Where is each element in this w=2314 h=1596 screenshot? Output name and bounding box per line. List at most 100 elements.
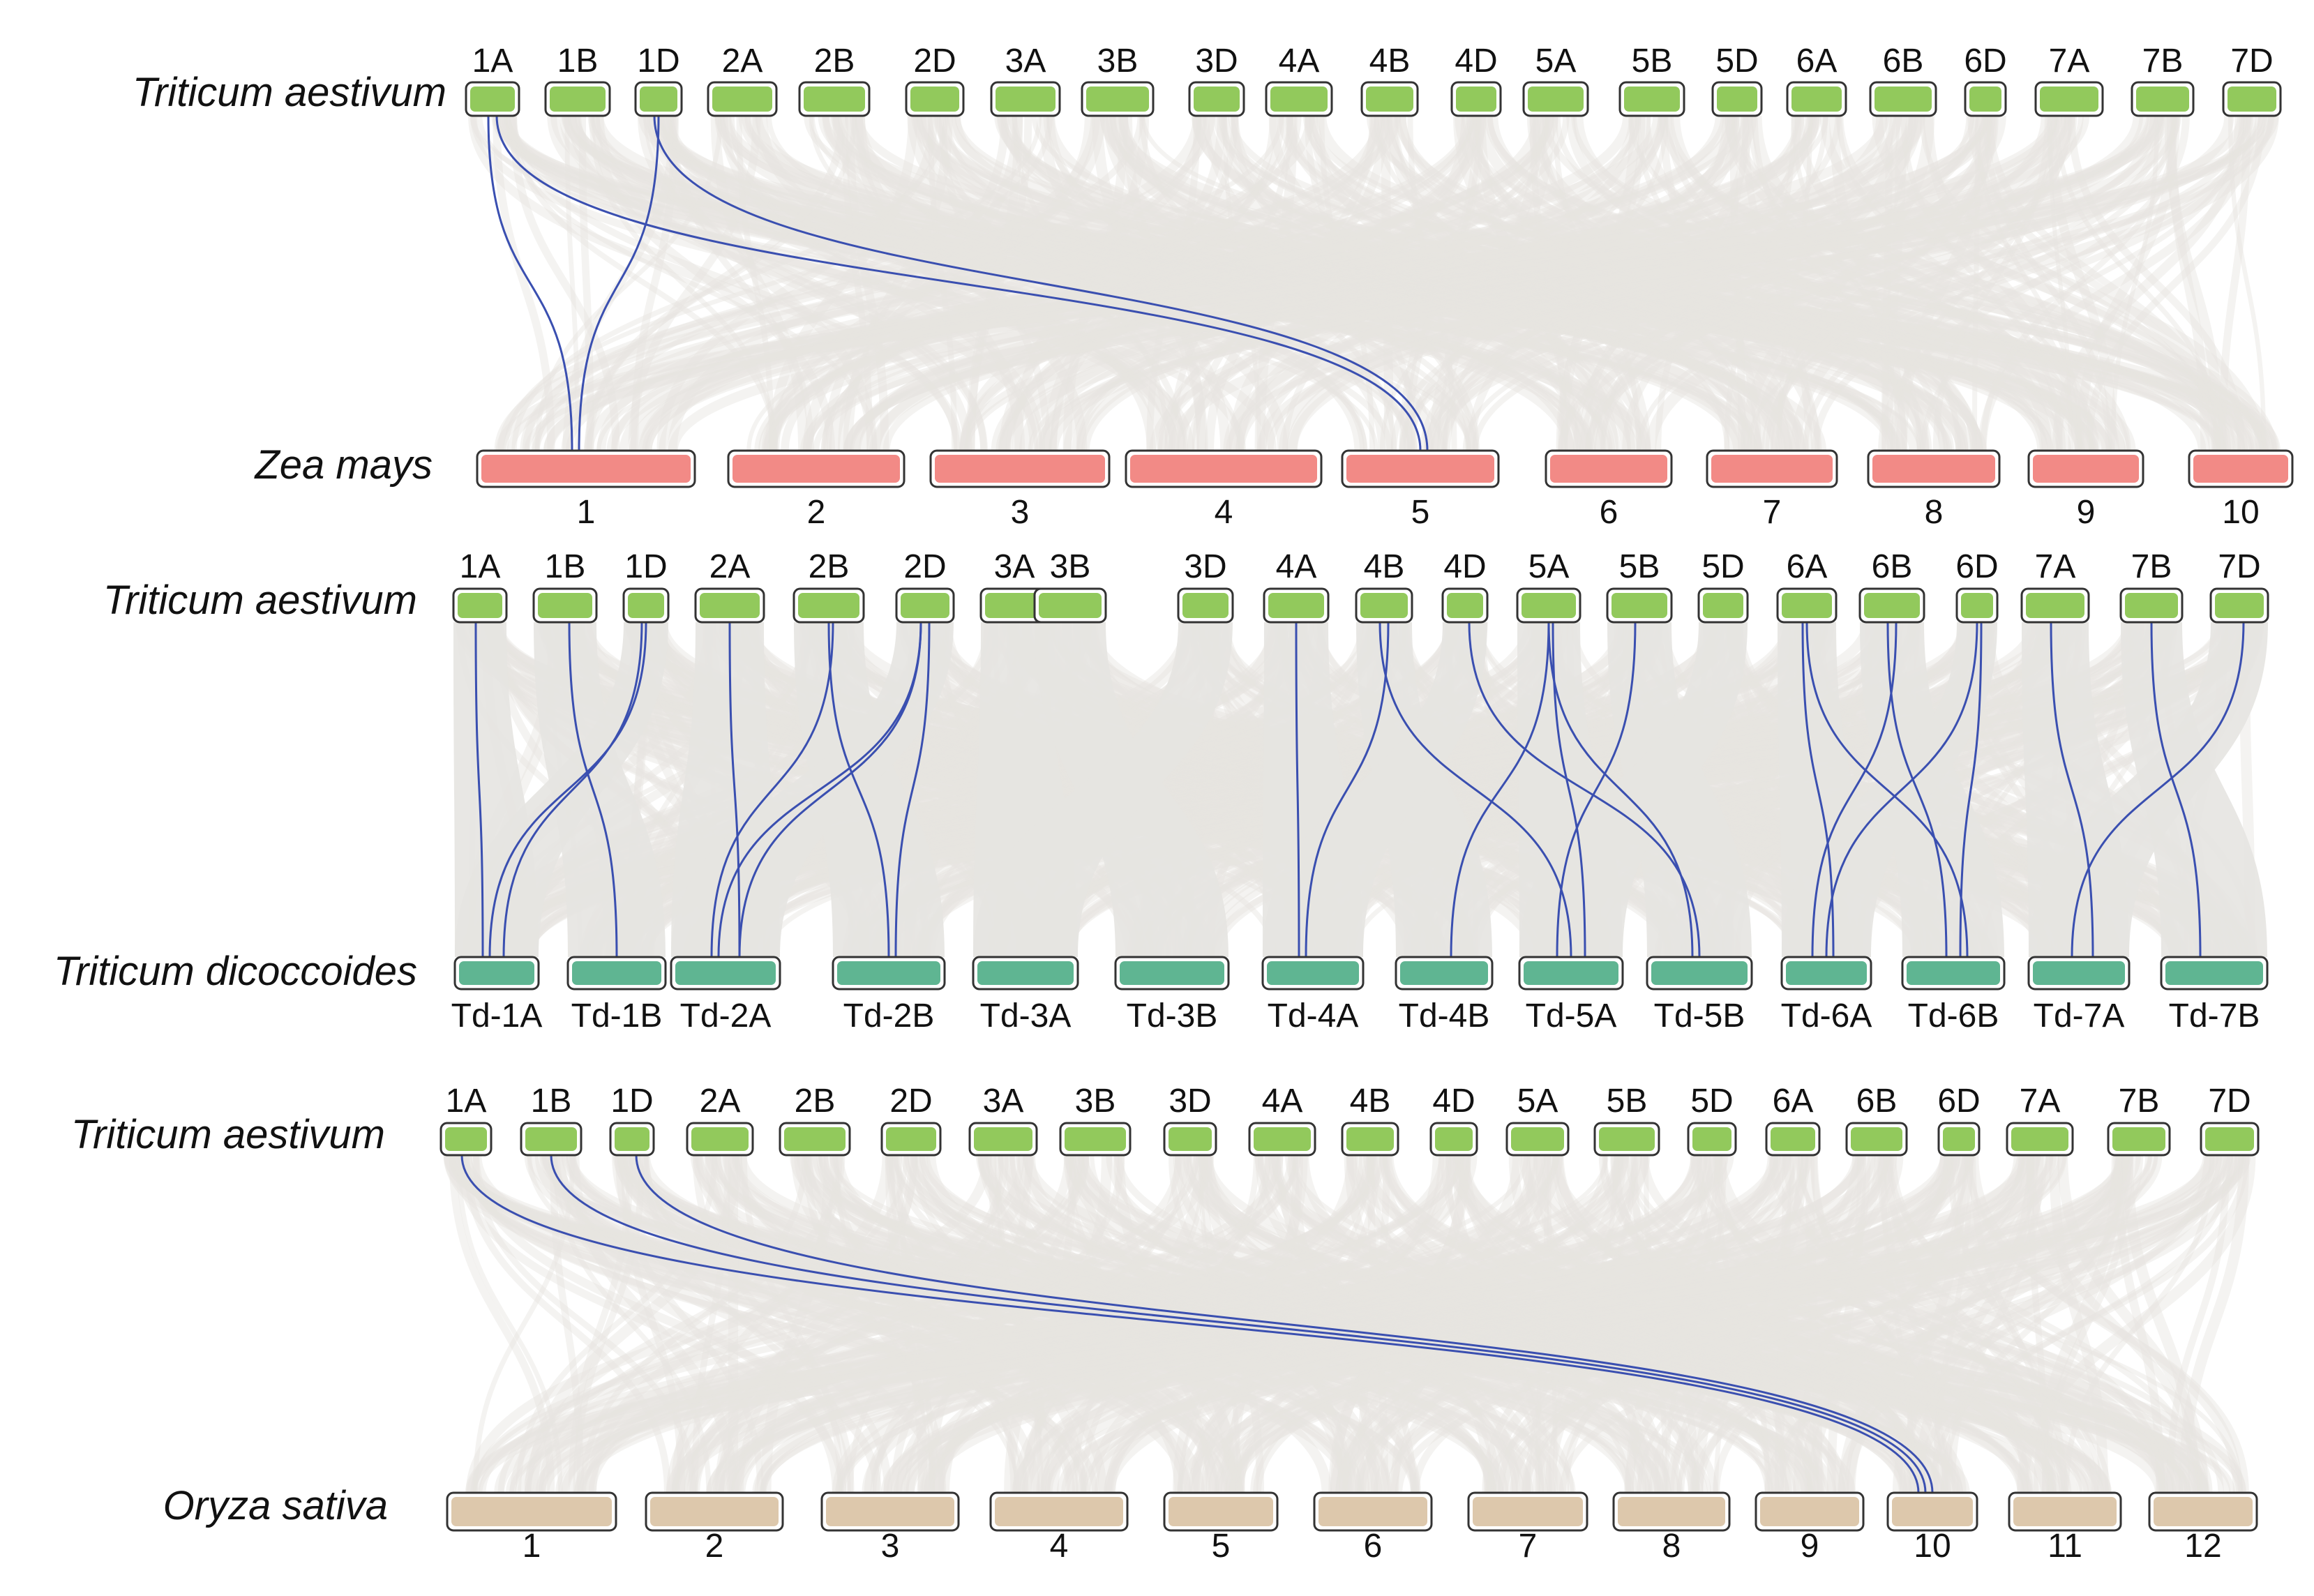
highlight-link [1378,622,1572,958]
oryza-chromosome-label: 8 [1662,1528,1681,1565]
wheat-chromosome-label: 7A [2049,43,2090,80]
wheat-chromosome-5D [1687,1122,1737,1157]
wheat-chromosome-2A [707,81,778,117]
wheat-chromosome-label: 4B [1350,1083,1391,1120]
dicoccoides-chromosome-label: Td-4A [1268,998,1359,1034]
dicoccoides-chromosome-Td-1B [566,956,667,991]
oryza-chromosome-label: 11 [2048,1528,2082,1565]
dicoccoides-chromosome-label: Td-1B [571,998,663,1034]
zea-chromosome-label: 1 [577,494,596,531]
wheat-chromosome-label: 1A [460,548,501,585]
dicoccoides-chromosome-label: Td-6A [1781,998,1872,1034]
wheat-chromosome-label: 3B [1097,43,1139,80]
zea-chromosome-label: 7 [1763,494,1782,531]
highlight-link [728,622,741,958]
oryza-chromosome-10 [1886,1491,1978,1532]
wheat-chromosome-7B [2131,81,2195,117]
panel1-top-species: Triticum aestivum [133,70,446,115]
highlight-link [502,622,643,958]
wheat-chromosome-2D [905,81,965,117]
chromosome-bars [439,81,2294,1532]
background-synteny-links [443,115,2281,1493]
wheat-chromosome-label: 4B [1369,43,1411,80]
panel1-bottom-species: Zea mays [253,442,433,488]
wheat-chromosome-5D [1697,587,1749,624]
wheat-chromosome-label: 7B [2142,43,2184,80]
wheat-chromosome-label: 6A [1773,1083,1814,1120]
highlight-link [827,622,890,958]
wheat-chromosome-label: 7D [2218,548,2260,585]
wheat-chromosome-1D [609,1122,655,1157]
zea-chromosome-7 [1706,449,1838,488]
dicoccoides-chromosome-Td-5B [1646,956,1753,991]
wheat-chromosome-label: 7A [2020,1083,2061,1120]
wheat-chromosome-label: 6B [1872,548,1913,585]
dicoccoides-chromosome-Td-1A [453,956,540,991]
wheat-chromosome-7D [2209,587,2269,624]
wheat-chromosome-label: 5A [1535,43,1577,80]
oryza-chromosome-3 [820,1491,960,1532]
wheat-chromosome-label: 2D [889,1083,932,1120]
wheat-chromosome-label: 4D [1455,43,1497,80]
dicoccoides-chromosome-label: Td-6B [1908,998,1999,1034]
wheat-chromosome-6D [1964,81,2007,117]
wheat-chromosome-1A [439,1122,493,1157]
wheat-chromosome-7D [2222,81,2282,117]
wheat-chromosome-label: 7D [2230,43,2273,80]
wheat-chromosome-1D [634,81,683,117]
wheat-chromosome-label: 4A [1279,43,1320,80]
highlight-link [1959,622,1983,958]
wheat-chromosome-3D [1163,1122,1217,1157]
oryza-chromosome-label: 4 [1050,1528,1069,1565]
dicoccoides-chromosome-label: Td-1A [451,998,543,1034]
wheat-chromosome-label: 7A [2035,548,2076,585]
wheat-chromosome-3A [979,587,1049,624]
wheat-chromosome-label: 6B [1883,43,1924,80]
highlight-link [550,1154,1927,1493]
wheat-chromosome-label: 5A [1528,548,1570,585]
wheat-chromosome-label: 1D [637,43,679,80]
highlighted-synteny-links [460,115,2245,1493]
wheat-chromosome-label: 1A [446,1083,487,1120]
oryza-chromosome-label: 5 [1212,1528,1231,1565]
highlight-link [568,622,618,958]
zea-chromosome-label: 6 [1600,494,1618,531]
oryza-chromosome-label: 1 [523,1528,541,1565]
highlight-link [717,622,922,958]
wheat-chromosome-7D [2200,1122,2260,1157]
oryza-chromosome-9 [1755,1491,1865,1532]
wheat-chromosome-1B [544,81,611,117]
wheat-chromosome-label: 6B [1856,1083,1898,1120]
wheat-chromosome-label: 6D [1955,548,1998,585]
wheat-chromosome-7A [2020,587,2090,624]
zea-chromosome-2 [727,449,906,488]
wheat-chromosome-label: 3B [1050,548,1091,585]
wheat-chromosome-label: 6A [1787,548,1828,585]
panel2-top-species: Triticum aestivum [103,578,417,623]
highlight-link [1305,622,1390,958]
wheat-chromosome-3B [1081,81,1155,117]
zea-chromosome-label: 2 [807,494,826,531]
oryza-chromosome-label: 7 [1519,1528,1538,1565]
highlight-link [635,1154,1934,1493]
oryza-chromosome-12 [2148,1491,2258,1532]
wheat-chromosome-2B [779,1122,851,1157]
dicoccoides-chromosome-Td-6A [1780,956,1872,991]
highlight-link [1801,622,1835,958]
wheat-chromosome-label: 6D [1964,43,2006,80]
wheat-chromosome-4A [1265,81,1333,117]
wheat-chromosome-4A [1263,587,1330,624]
highlight-link [1556,622,1637,958]
highlight-link [1805,622,1969,958]
wheat-chromosome-6B [1858,587,1925,624]
wheat-chromosome-1B [532,587,598,624]
zea-chromosome-1 [476,449,696,488]
wheat-chromosome-label: 7B [2131,548,2172,585]
wheat-chromosome-label: 5B [1619,548,1660,585]
panel2-bottom-species: Triticum dicoccoides [54,949,417,994]
oryza-chromosome-label: 9 [1801,1528,1819,1565]
oryza-chromosome-1 [446,1491,617,1532]
wheat-chromosome-label: 3B [1075,1083,1116,1120]
